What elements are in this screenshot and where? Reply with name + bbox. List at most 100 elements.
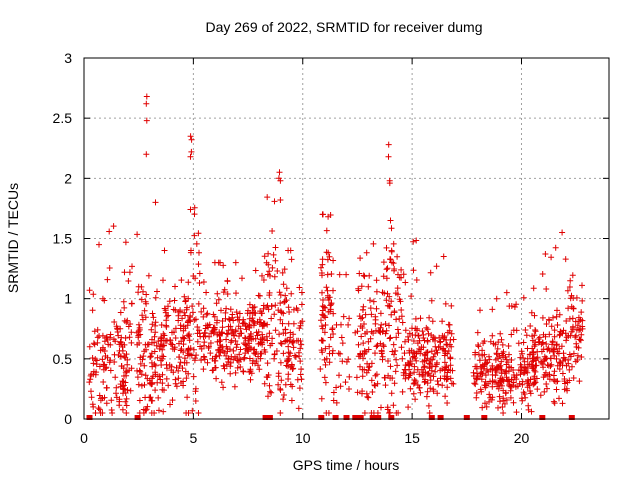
data-point xyxy=(296,284,303,291)
data-point xyxy=(117,383,124,390)
data-point xyxy=(440,346,446,353)
data-point xyxy=(219,324,226,331)
data-point xyxy=(382,330,389,337)
data-point xyxy=(420,335,427,341)
data-point xyxy=(495,355,501,362)
data-point xyxy=(556,311,563,318)
data-point xyxy=(342,379,349,386)
data-point xyxy=(113,390,119,397)
data-point xyxy=(572,358,579,365)
data-point xyxy=(203,289,210,296)
data-point xyxy=(321,374,328,381)
zero-marker xyxy=(428,415,435,420)
data-point xyxy=(288,290,295,297)
data-point xyxy=(323,284,330,291)
data-point xyxy=(524,345,531,352)
data-point xyxy=(503,367,510,374)
data-point xyxy=(346,315,353,322)
data-point xyxy=(498,336,505,343)
data-point xyxy=(493,351,500,358)
data-point xyxy=(567,277,574,284)
data-point xyxy=(551,400,558,407)
data-point xyxy=(518,363,525,370)
data-point xyxy=(329,350,336,357)
data-point xyxy=(392,368,399,375)
data-point xyxy=(521,364,528,371)
data-point xyxy=(264,194,271,201)
data-point xyxy=(86,343,93,350)
data-point xyxy=(204,359,211,366)
data-point xyxy=(357,323,364,330)
data-point xyxy=(360,272,367,279)
data-point xyxy=(357,363,363,370)
data-point xyxy=(220,362,227,369)
data-point xyxy=(297,358,304,365)
data-point xyxy=(162,337,169,344)
data-point xyxy=(443,364,449,371)
data-point xyxy=(294,376,301,383)
data-point xyxy=(237,346,244,353)
data-point xyxy=(177,359,184,366)
data-point xyxy=(172,376,179,383)
data-point xyxy=(255,292,262,299)
data-point xyxy=(319,261,326,268)
data-point xyxy=(559,362,566,369)
data-point xyxy=(154,354,161,361)
data-point xyxy=(447,362,454,369)
data-point xyxy=(196,270,203,277)
data-point xyxy=(560,354,567,361)
data-point xyxy=(128,365,135,372)
data-point xyxy=(154,373,161,380)
data-point xyxy=(424,355,431,362)
data-point xyxy=(112,374,119,381)
data-point xyxy=(330,397,337,404)
data-point xyxy=(241,354,248,361)
data-point xyxy=(116,341,123,348)
data-point xyxy=(372,350,378,357)
data-point xyxy=(333,399,340,406)
data-point xyxy=(328,271,335,277)
data-point xyxy=(277,359,284,366)
data-point xyxy=(544,385,550,392)
data-point xyxy=(339,358,346,365)
data-point xyxy=(406,362,412,369)
data-point xyxy=(474,329,481,336)
data-point xyxy=(413,237,420,244)
data-point xyxy=(251,320,258,327)
data-point xyxy=(277,300,284,307)
data-point xyxy=(373,305,380,312)
data-point xyxy=(388,247,395,254)
data-point xyxy=(402,279,409,286)
data-point xyxy=(356,270,363,277)
data-point xyxy=(563,318,570,324)
data-point xyxy=(139,356,146,363)
data-point xyxy=(143,100,150,107)
data-point xyxy=(574,352,581,359)
data-point xyxy=(318,395,325,402)
data-point xyxy=(142,394,149,401)
data-point xyxy=(161,247,168,254)
data-point xyxy=(205,345,212,351)
data-point xyxy=(540,364,547,371)
data-point xyxy=(367,297,373,304)
data-point xyxy=(283,297,290,304)
data-point xyxy=(574,322,581,329)
data-point xyxy=(391,309,398,316)
data-point xyxy=(232,327,239,334)
data-point xyxy=(88,394,95,401)
data-point xyxy=(189,303,196,310)
data-point xyxy=(424,349,431,356)
data-point xyxy=(570,375,577,381)
data-point xyxy=(111,359,118,365)
data-point xyxy=(151,333,158,340)
data-point xyxy=(565,357,572,363)
data-point xyxy=(172,283,178,290)
data-point xyxy=(340,313,347,320)
data-point xyxy=(373,371,380,378)
data-point xyxy=(357,351,364,358)
data-point xyxy=(573,294,580,301)
data-point xyxy=(221,365,228,372)
data-point xyxy=(500,387,507,394)
data-point xyxy=(392,290,399,297)
data-point xyxy=(278,340,285,347)
